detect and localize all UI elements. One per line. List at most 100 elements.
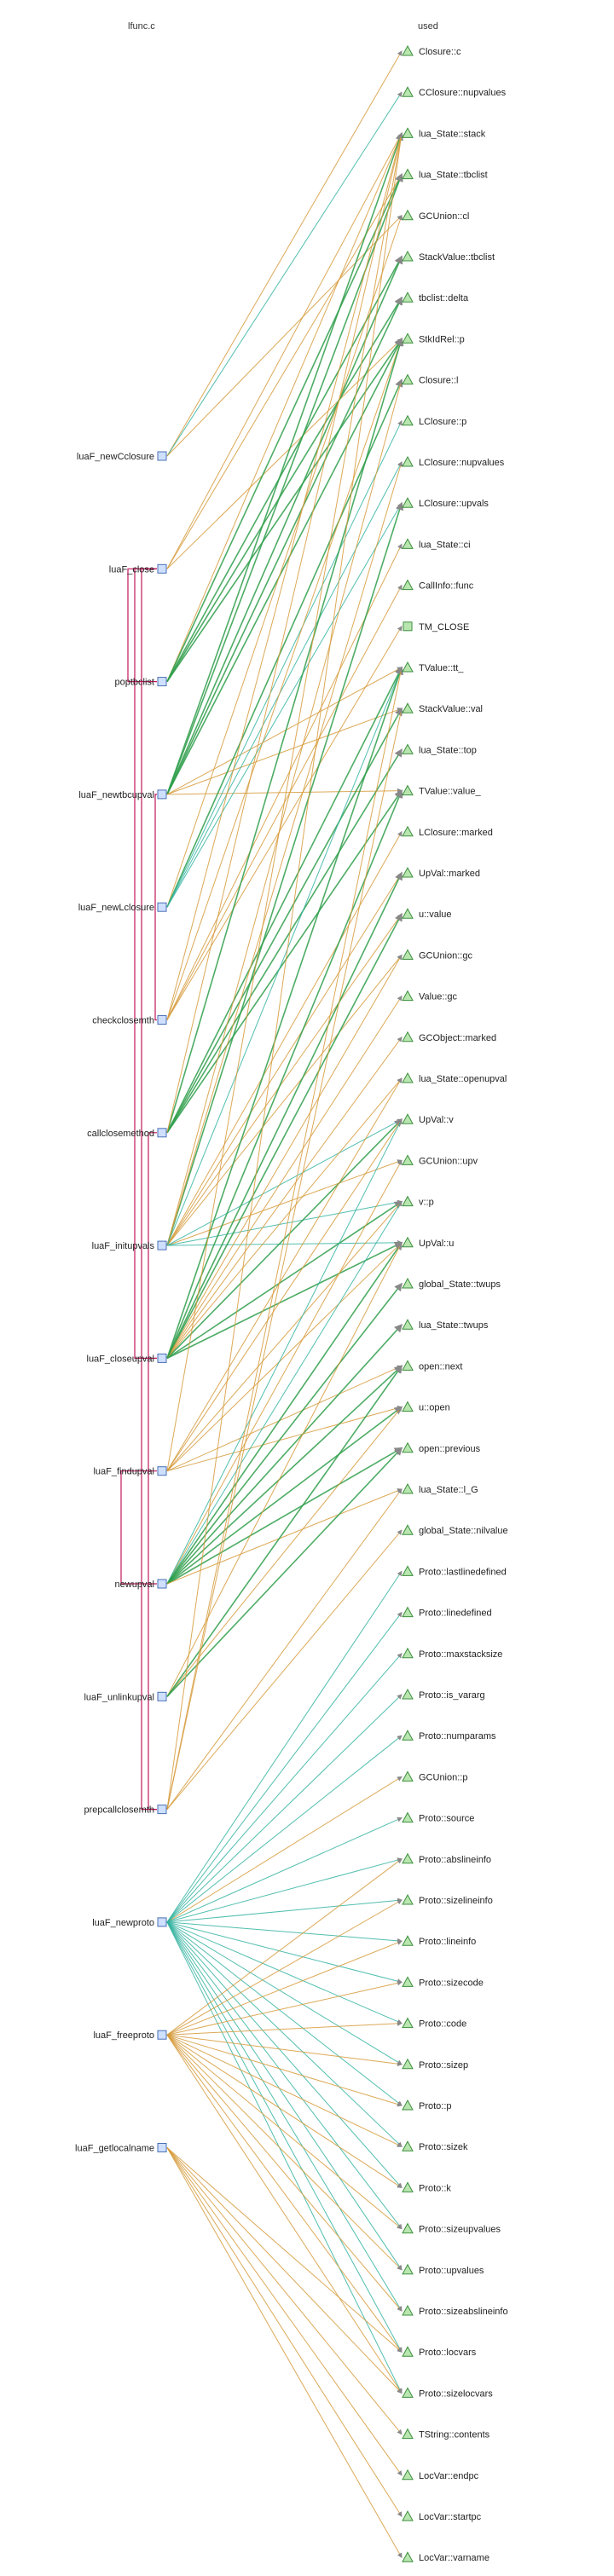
- used-node-proto-lineinfo[interactable]: Proto::lineinfo: [402, 1935, 476, 1947]
- function-node-checkclosemth[interactable]: checkclosemth: [92, 1015, 167, 1026]
- edge-newupval-open-previous: [166, 1447, 403, 1585]
- used-node-lclosure-upvals[interactable]: LClosure::upvals: [402, 497, 489, 509]
- used-node-closure-c[interactable]: Closure::c: [402, 44, 461, 57]
- used-node-gcunion-p[interactable]: GCUnion::p: [402, 1770, 467, 1782]
- used-node-upval-marked[interactable]: UpVal::marked: [402, 866, 480, 879]
- used-node-proto-sizep[interactable]: Proto::sizep: [402, 2058, 468, 2071]
- triangle-icon: [402, 1770, 414, 1782]
- used-node-proto-upvalues[interactable]: Proto::upvalues: [402, 2263, 484, 2276]
- edge-luaf-newproto-proto-linedefined: [166, 1611, 403, 1923]
- used-node-proto-sizecode[interactable]: Proto::sizecode: [402, 1976, 484, 1988]
- used-node-tstring-contents[interactable]: TString::contents: [402, 2428, 490, 2440]
- used-node-lua-state-openupval[interactable]: lua_State::openupval: [402, 1071, 507, 1084]
- used-node-open-next[interactable]: open::next: [402, 1360, 462, 1372]
- used-node-cclosure-nupvalues[interactable]: CClosure::nupvalues: [402, 86, 507, 98]
- used-node-proto-locvars[interactable]: Proto::locvars: [402, 2346, 477, 2358]
- used-node-lua-state-tbclist[interactable]: lua_State::tbclist: [402, 168, 488, 181]
- used-node-locvar-endpc[interactable]: LocVar::endpc: [402, 2469, 479, 2481]
- used-node-global-state-nilvalue[interactable]: global_State::nilvalue: [402, 1524, 508, 1536]
- used-node-lclosure-nupvalues[interactable]: LClosure::nupvalues: [402, 455, 505, 468]
- used-node-stkidrel-p[interactable]: StkIdRel::p: [402, 332, 465, 344]
- function-node-callclosemethod[interactable]: callclosemethod: [87, 1128, 167, 1139]
- function-node-luaf-newtbcupval[interactable]: luaF_newtbcupval: [78, 789, 167, 800]
- used-node-locvar-varname[interactable]: LocVar::varname: [402, 2551, 489, 2563]
- used-node-upval-v[interactable]: UpVal::v: [402, 1113, 454, 1125]
- used-node-proto-sizelocvars[interactable]: Proto::sizelocvars: [402, 2387, 493, 2399]
- function-box-icon: [157, 451, 167, 461]
- used-node-lua-state-twups[interactable]: lua_State::twups: [402, 1319, 489, 1331]
- used-label: Proto::maxstacksize: [419, 1649, 502, 1660]
- used-node-proto-sizelineinfo[interactable]: Proto::sizelineinfo: [402, 1893, 493, 1906]
- edge-luaf-freeproto-proto-sizep: [166, 2034, 403, 2067]
- used-node-proto-k[interactable]: Proto::k: [402, 2181, 451, 2193]
- used-node-tvalue-value[interactable]: TValue::value_: [402, 784, 481, 797]
- used-node-locvar-startpc[interactable]: LocVar::startpc: [402, 2510, 482, 2522]
- used-node-proto-linedefined[interactable]: Proto::linedefined: [402, 1606, 492, 1619]
- used-node-proto-sizeabslineinfo[interactable]: Proto::sizeabslineinfo: [402, 2304, 508, 2317]
- triangle-icon: [402, 1195, 414, 1207]
- edge-newupval-lua-state-twups: [166, 1324, 403, 1585]
- used-node-proto-p[interactable]: Proto::p: [402, 2099, 452, 2111]
- used-node-proto-numparams[interactable]: Proto::numparams: [402, 1730, 496, 1741]
- used-node-lua-state-ci[interactable]: lua_State::ci: [402, 538, 471, 550]
- function-node-poptbclist[interactable]: poptbclist: [115, 677, 167, 688]
- function-label: luaF_freeproto: [93, 2030, 154, 2041]
- triangle-icon: [402, 1277, 414, 1289]
- used-node-proto-maxstacksize[interactable]: Proto::maxstacksize: [402, 1647, 502, 1660]
- used-node-open-previous[interactable]: open::previous: [402, 1441, 481, 1454]
- edge-luaf-close-lua-state-stack: [166, 132, 403, 569]
- used-node-gcunion-upv[interactable]: GCUnion::upv: [402, 1154, 478, 1166]
- edge-callclosemethod-tvalue-tt: [166, 666, 403, 1134]
- used-label: u::value: [419, 910, 452, 920]
- function-node-luaf-initupvals[interactable]: luaF_initupvals: [92, 1240, 167, 1251]
- used-node-tbclist-delta[interactable]: tbclist::delta: [402, 292, 469, 303]
- edge-newupval-upval-v: [166, 1118, 403, 1585]
- function-node-luaf-freeproto[interactable]: luaF_freeproto: [93, 2030, 167, 2041]
- used-node-callinfo-func[interactable]: CallInfo::func: [402, 579, 474, 592]
- used-node-proto-sizeupvalues[interactable]: Proto::sizeupvalues: [402, 2222, 501, 2235]
- used-node-u-open[interactable]: u::open: [402, 1401, 450, 1413]
- used-label: LClosure::nupvalues: [419, 458, 505, 468]
- edge-luaf-closeupval-lua-state-openupval: [166, 1077, 403, 1359]
- edge-luaf-freeproto-proto-sizelocvars: [166, 2034, 403, 2394]
- used-node-gcunion-cl[interactable]: GCUnion::cl: [402, 209, 469, 222]
- used-node-gcunion-gc[interactable]: GCUnion::gc: [402, 949, 472, 961]
- used-node-v-p[interactable]: v::p: [402, 1195, 434, 1208]
- function-node-luaf-getlocalname[interactable]: luaF_getlocalname: [75, 2143, 167, 2154]
- used-node-value-gc[interactable]: Value::gc: [402, 990, 458, 1002]
- function-node-luaf-close[interactable]: luaF_close: [109, 563, 167, 575]
- used-node-proto-source[interactable]: Proto::source: [402, 1811, 474, 1824]
- used-node-lclosure-marked[interactable]: LClosure::marked: [402, 825, 493, 838]
- function-label: callclosemethod: [87, 1129, 154, 1139]
- function-node-luaf-newcclosure[interactable]: luaF_newCclosure: [77, 451, 167, 462]
- used-node-stackvalue-val[interactable]: StackValue::val: [402, 702, 483, 714]
- used-node-lua-state-top[interactable]: lua_State::top: [402, 743, 477, 755]
- edge-luaf-initupvals-gcunion-gc: [166, 954, 403, 1246]
- used-node-lua-state-l-g[interactable]: lua_State::l_G: [402, 1482, 478, 1495]
- used-node-u-value[interactable]: u::value: [402, 908, 452, 920]
- used-node-global-state-twups[interactable]: global_State::twups: [402, 1277, 501, 1290]
- edge-luaf-freeproto-proto-sizeupvalues: [166, 2034, 403, 2230]
- used-node-proto-abslineinfo[interactable]: Proto::abslineinfo: [402, 1852, 491, 1865]
- used-node-closure-l[interactable]: Closure::l: [402, 373, 458, 386]
- used-node-proto-code[interactable]: Proto::code: [402, 2017, 466, 2030]
- used-node-tvalue-tt[interactable]: TValue::tt_: [402, 661, 464, 673]
- function-node-luaf-newlclosure[interactable]: luaF_newLclosure: [78, 902, 167, 913]
- used-node-lua-state-stack[interactable]: lua_State::stack: [402, 127, 486, 139]
- used-node-lclosure-p[interactable]: LClosure::p: [402, 414, 466, 427]
- used-node-upval-u[interactable]: UpVal::u: [402, 1236, 454, 1249]
- function-node-newupval[interactable]: newupval: [115, 1579, 167, 1590]
- used-node-gcobject-marked[interactable]: GCObject::marked: [402, 1031, 496, 1043]
- function-node-luaf-findupval[interactable]: luaF_findupval: [93, 1466, 167, 1477]
- function-node-prepcallclosemth[interactable]: prepcallclosemth: [84, 1805, 167, 1816]
- edge-luaf-freeproto-proto-locvars: [166, 2034, 403, 2354]
- used-node-tm-close[interactable]: TM_CLOSE: [403, 621, 469, 632]
- edge-luaf-newtbcupval-tvalue-value: [166, 788, 403, 795]
- function-node-luaf-closeupval[interactable]: luaF_closeupval: [87, 1353, 167, 1364]
- function-node-luaf-newproto[interactable]: luaF_newproto: [92, 1917, 167, 1928]
- function-node-luaf-unlinkupval[interactable]: luaF_unlinkupval: [84, 1691, 167, 1702]
- used-node-stackvalue-tbclist[interactable]: StackValue::tbclist: [402, 250, 495, 263]
- used-node-proto-is-vararg[interactable]: Proto::is_vararg: [402, 1688, 485, 1701]
- used-node-proto-sizek[interactable]: Proto::sizek: [402, 2140, 468, 2152]
- used-node-proto-lastlinedefined[interactable]: Proto::lastlinedefined: [402, 1565, 507, 1577]
